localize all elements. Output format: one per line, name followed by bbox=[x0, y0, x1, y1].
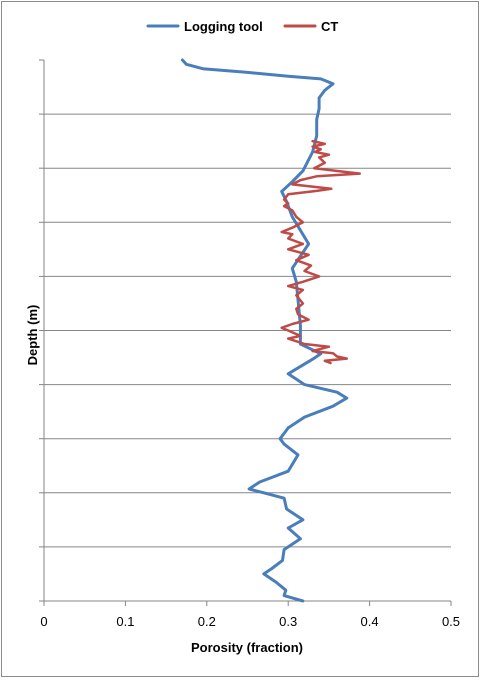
y-axis-title: Depth (m) bbox=[25, 305, 40, 366]
series-layer bbox=[180, 58, 362, 603]
x-tick-label: 0.3 bbox=[279, 614, 297, 629]
x-ticks: 0 0.1 0.2 0.3 0.4 0.5 bbox=[40, 601, 460, 629]
series-line-logging-tool bbox=[180, 58, 349, 603]
gridlines bbox=[44, 113, 451, 548]
x-tick-label: 0.4 bbox=[361, 614, 379, 629]
x-tick-label: 0.1 bbox=[116, 614, 134, 629]
x-tick-label: 0.2 bbox=[198, 614, 216, 629]
x-tick-label: 0 bbox=[40, 614, 47, 629]
legend: Logging tool CT bbox=[146, 19, 338, 34]
series-line-ct bbox=[280, 139, 362, 365]
y-ticks bbox=[39, 59, 44, 602]
x-axis-title: Porosity (fraction) bbox=[191, 640, 303, 655]
x-tick-label: 0.5 bbox=[442, 614, 460, 629]
legend-label-logging-tool: Logging tool bbox=[184, 19, 263, 34]
legend-label-ct: CT bbox=[321, 19, 338, 34]
